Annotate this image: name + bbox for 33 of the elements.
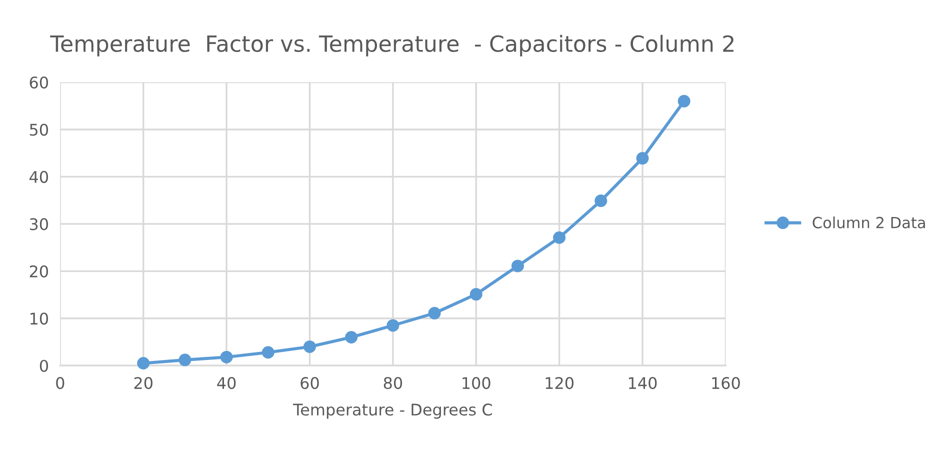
point	[636, 152, 649, 165]
point	[178, 354, 192, 366]
point	[594, 194, 608, 208]
legend-label: Column 2 Data	[812, 216, 925, 228]
point	[220, 350, 233, 364]
y-tick-label: 50	[30, 124, 48, 136]
x-tick-label: 160	[712, 376, 740, 390]
y-tick-label: 30	[30, 218, 48, 230]
x-tick-label: 60	[300, 376, 319, 390]
point	[678, 94, 690, 108]
point	[137, 356, 150, 370]
x-tick-label: 120	[546, 376, 574, 390]
x-tick-label: 0	[56, 376, 64, 390]
y-tick-label: 0	[40, 360, 48, 372]
y-tick-label: 10	[30, 312, 48, 325]
point	[511, 260, 524, 272]
point	[428, 306, 441, 320]
x-tick-label: 40	[217, 376, 236, 390]
point	[470, 288, 482, 301]
x-tick-label: 140	[629, 376, 657, 390]
point	[345, 331, 358, 344]
x-tick-label: 80	[384, 376, 402, 390]
chart-title: Temperature Factor vs. Temperature - Capacitors - Column 2	[50, 34, 734, 56]
point	[386, 319, 400, 332]
point	[553, 231, 566, 244]
point	[262, 346, 274, 359]
y-tick-label: 20	[30, 265, 48, 278]
point	[303, 340, 316, 353]
x-tick-label: 20	[134, 376, 152, 390]
x-axis-title: Temperature - Degrees C	[292, 404, 492, 419]
y-tick-label: 60	[30, 76, 48, 89]
y-tick-label: 40	[30, 170, 48, 183]
x-tick-label: 100	[462, 376, 490, 390]
